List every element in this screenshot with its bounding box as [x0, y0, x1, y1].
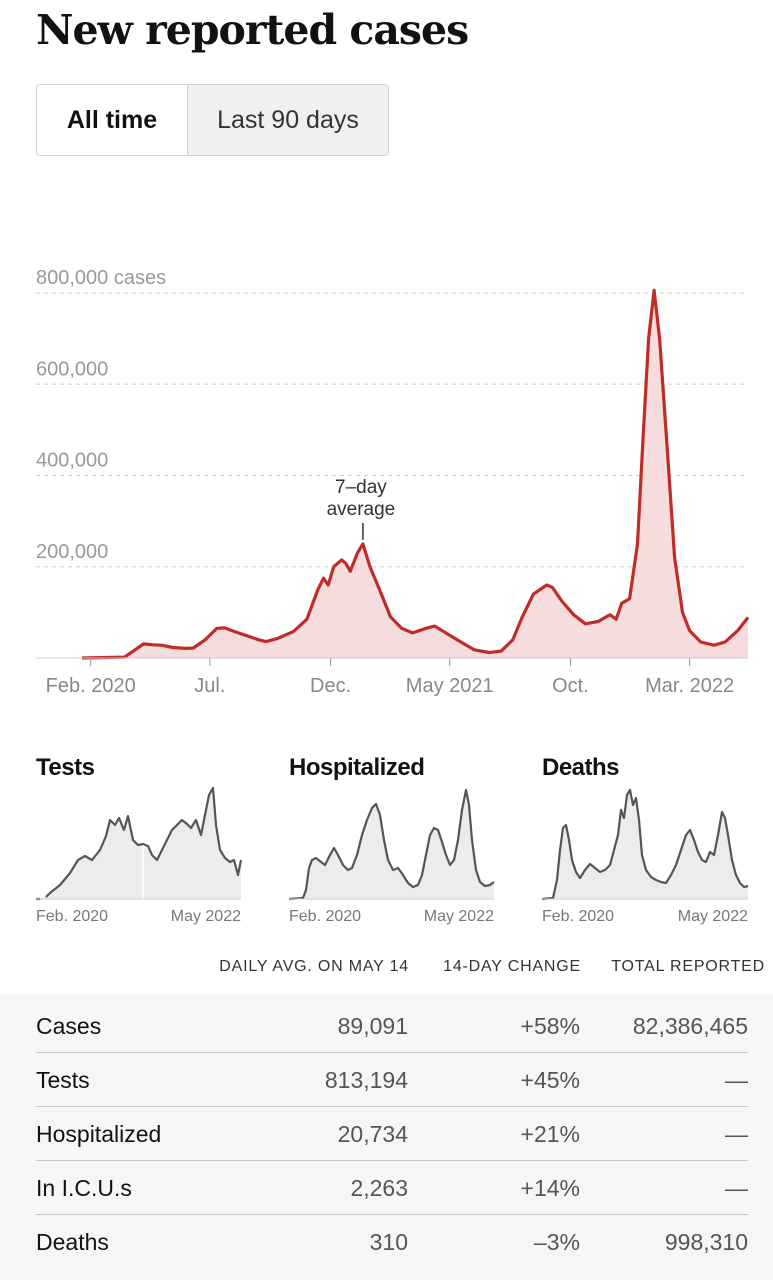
- deaths-title: Deaths: [542, 754, 620, 781]
- page-title: New reported cases: [36, 6, 469, 54]
- x-tick-label: Jul.: [194, 675, 225, 697]
- row-avg: 813,194: [324, 1067, 408, 1093]
- deaths-start-label: Feb. 2020: [542, 908, 614, 925]
- row-label: Deaths: [36, 1229, 109, 1255]
- x-tick-label: Dec.: [310, 675, 351, 697]
- cases-chart: 800,000 cases 600,000 400,000 200,000 Feb. …: [36, 267, 750, 697]
- hospitalized-mini-chart: [288, 788, 495, 901]
- header-14-day-change: 14-DAY CHANGE: [443, 958, 581, 975]
- y-axis-labels: 800,000 cases 600,000 400,000 200,000: [36, 267, 166, 563]
- annotation-line2: average: [327, 499, 396, 520]
- y-tick-label: 200,000: [36, 541, 108, 563]
- all-time-button[interactable]: All time: [37, 85, 188, 155]
- stats-table: Cases 89,091 +58% 82,386,465 Tests 813,1…: [0, 994, 773, 1280]
- y-tick-label: 400,000: [36, 450, 108, 472]
- mini-charts: Feb. 2020 May 2022 Feb. 2020 May 2022 Fe…: [36, 786, 749, 925]
- row-label: Tests: [36, 1067, 90, 1093]
- tests-title: Tests: [36, 754, 95, 781]
- row-avg: 89,091: [337, 1013, 408, 1039]
- table-row: Cases 89,091 +58% 82,386,465: [36, 999, 748, 1053]
- tests-start-label: Feb. 2020: [36, 908, 108, 925]
- y-tick-label: 800,000 cases: [36, 267, 166, 289]
- row-total: —: [725, 1121, 748, 1147]
- header-daily-avg: DAILY AVG. ON MAY 14: [219, 958, 409, 975]
- row-total: 998,310: [664, 1229, 748, 1255]
- deaths-mini-chart: [541, 788, 749, 901]
- table-row: Tests 813,194 +45% —: [36, 1053, 748, 1107]
- tests-end-label: May 2022: [171, 908, 241, 925]
- seven-day-average-annotation: 7–day average: [327, 477, 396, 540]
- row-label: In I.C.U.s: [36, 1175, 132, 1201]
- deaths-area: [542, 790, 748, 899]
- row-label: Hospitalized: [36, 1121, 162, 1147]
- row-total: —: [725, 1175, 748, 1201]
- hospitalized-title: Hospitalized: [289, 754, 425, 781]
- cases-area: [82, 290, 748, 658]
- table-row: Deaths 310 –3% 998,310: [36, 1215, 748, 1269]
- tests-mini-chart: [36, 786, 243, 901]
- row-change: +58%: [520, 1013, 580, 1039]
- hospitalized-start-label: Feb. 2020: [289, 908, 361, 925]
- x-tick-label: Oct.: [552, 675, 589, 697]
- table-row: Hospitalized 20,734 +21% —: [36, 1107, 748, 1161]
- row-avg: 2,263: [350, 1175, 408, 1201]
- row-avg: 20,734: [337, 1121, 408, 1147]
- row-avg: 310: [369, 1229, 408, 1255]
- x-axis-ticks: Feb. 2020 Jul. Dec. May 2021 Oct. Mar. 2022: [46, 658, 734, 697]
- last-90-days-button[interactable]: Last 90 days: [188, 85, 388, 155]
- time-range-toggle: All time Last 90 days: [36, 84, 389, 156]
- header-total-reported: TOTAL REPORTED: [611, 958, 765, 975]
- row-label: Cases: [36, 1013, 102, 1039]
- row-total: —: [725, 1067, 748, 1093]
- row-change: –3%: [533, 1229, 580, 1255]
- y-tick-label: 600,000: [36, 358, 108, 380]
- x-tick-label: Feb. 2020: [46, 675, 136, 697]
- hospitalized-line: [288, 788, 495, 901]
- deaths-line: [541, 788, 749, 901]
- row-change: +45%: [520, 1067, 580, 1093]
- row-change: +14%: [520, 1175, 580, 1201]
- grid-lines: [36, 292, 748, 568]
- tests-area: [36, 788, 241, 899]
- hospitalized-end-label: May 2022: [424, 908, 494, 925]
- hospitalized-area: [289, 790, 494, 899]
- annotation-line1: 7–day: [335, 477, 387, 498]
- x-tick-label: May 2021: [406, 675, 494, 697]
- table-row: In I.C.U.s 2,263 +14% —: [36, 1161, 748, 1215]
- row-total: 82,386,465: [632, 1013, 748, 1039]
- x-tick-label: Mar. 2022: [645, 675, 734, 697]
- row-change: +21%: [520, 1121, 580, 1147]
- deaths-end-label: May 2022: [678, 908, 748, 925]
- cases-line: [81, 288, 750, 660]
